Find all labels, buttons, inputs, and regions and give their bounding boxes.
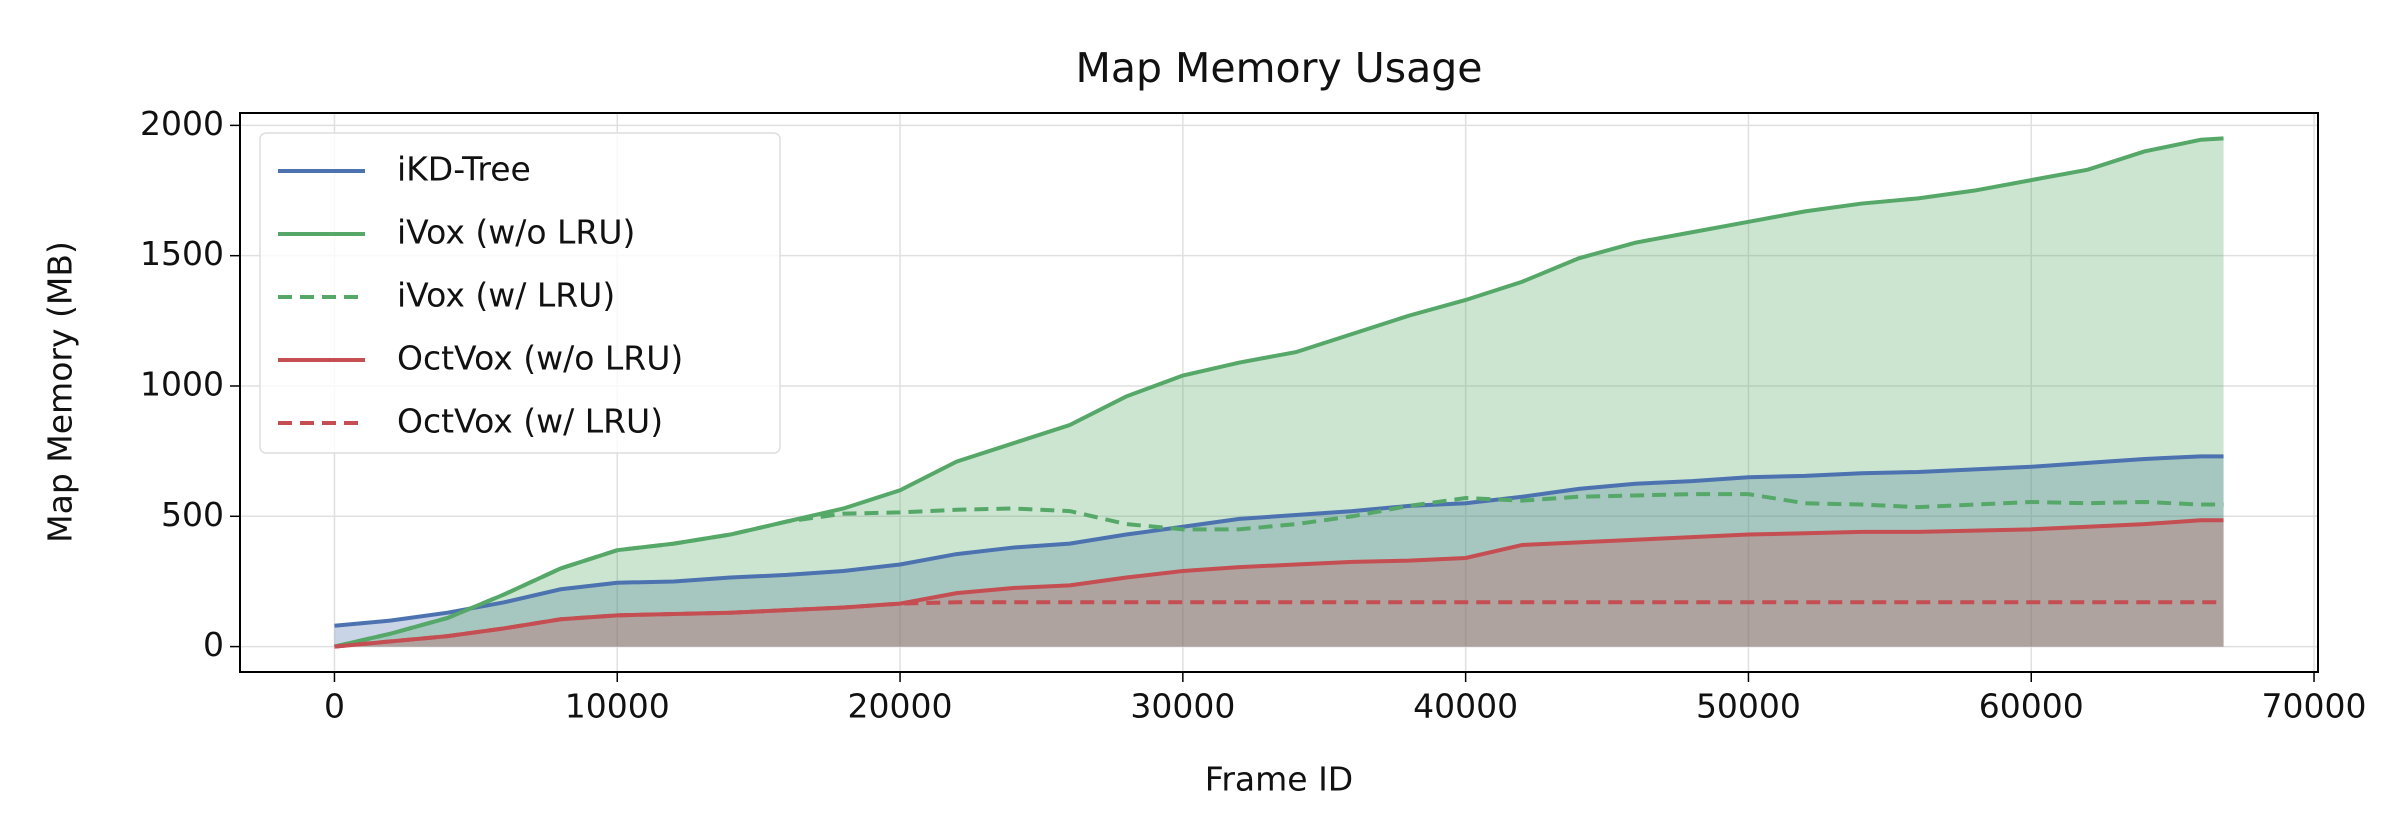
chart-title: Map Memory Usage <box>1075 44 1482 92</box>
y-tick-label: 1000 <box>140 364 224 403</box>
legend: iKD-Tree iVox (w/o LRU) iVox (w/ LRU) OctVo… <box>259 132 781 454</box>
x-tick-label: 40000 <box>1413 687 1518 726</box>
x-axis-label: Frame ID <box>1205 760 1353 799</box>
y-tick-label: 1500 <box>140 234 224 273</box>
x-tick-label: 20000 <box>848 687 953 726</box>
legend-label: OctVox (w/o LRU) <box>397 339 683 378</box>
series-line <box>334 454 2224 628</box>
area-fill <box>334 456 2224 647</box>
legend-frame <box>259 132 781 454</box>
y-tick-label: 2000 <box>140 104 224 143</box>
plot-frame <box>239 112 2319 673</box>
legend-label: OctVox (w/ LRU) <box>397 402 663 441</box>
y-tick-label: 500 <box>161 495 224 534</box>
y-axis-label: Map Memory (MB) <box>41 241 80 543</box>
area-fill <box>334 520 2224 647</box>
legend-label: iVox (w/o LRU) <box>397 213 635 252</box>
x-tick-label: 10000 <box>565 687 670 726</box>
x-tick-label: 0 <box>324 687 345 726</box>
series-line <box>334 518 2224 649</box>
legend-label: iVox (w/ LRU) <box>397 276 615 315</box>
x-tick-label: 60000 <box>1979 687 2084 726</box>
x-tick-label: 50000 <box>1696 687 1801 726</box>
series-line <box>334 492 2224 649</box>
legend-label: iKD-Tree <box>397 150 531 189</box>
x-tick-label: 70000 <box>2262 687 2367 726</box>
y-tick-label: 0 <box>203 625 224 664</box>
x-tick-label: 30000 <box>1130 687 1235 726</box>
